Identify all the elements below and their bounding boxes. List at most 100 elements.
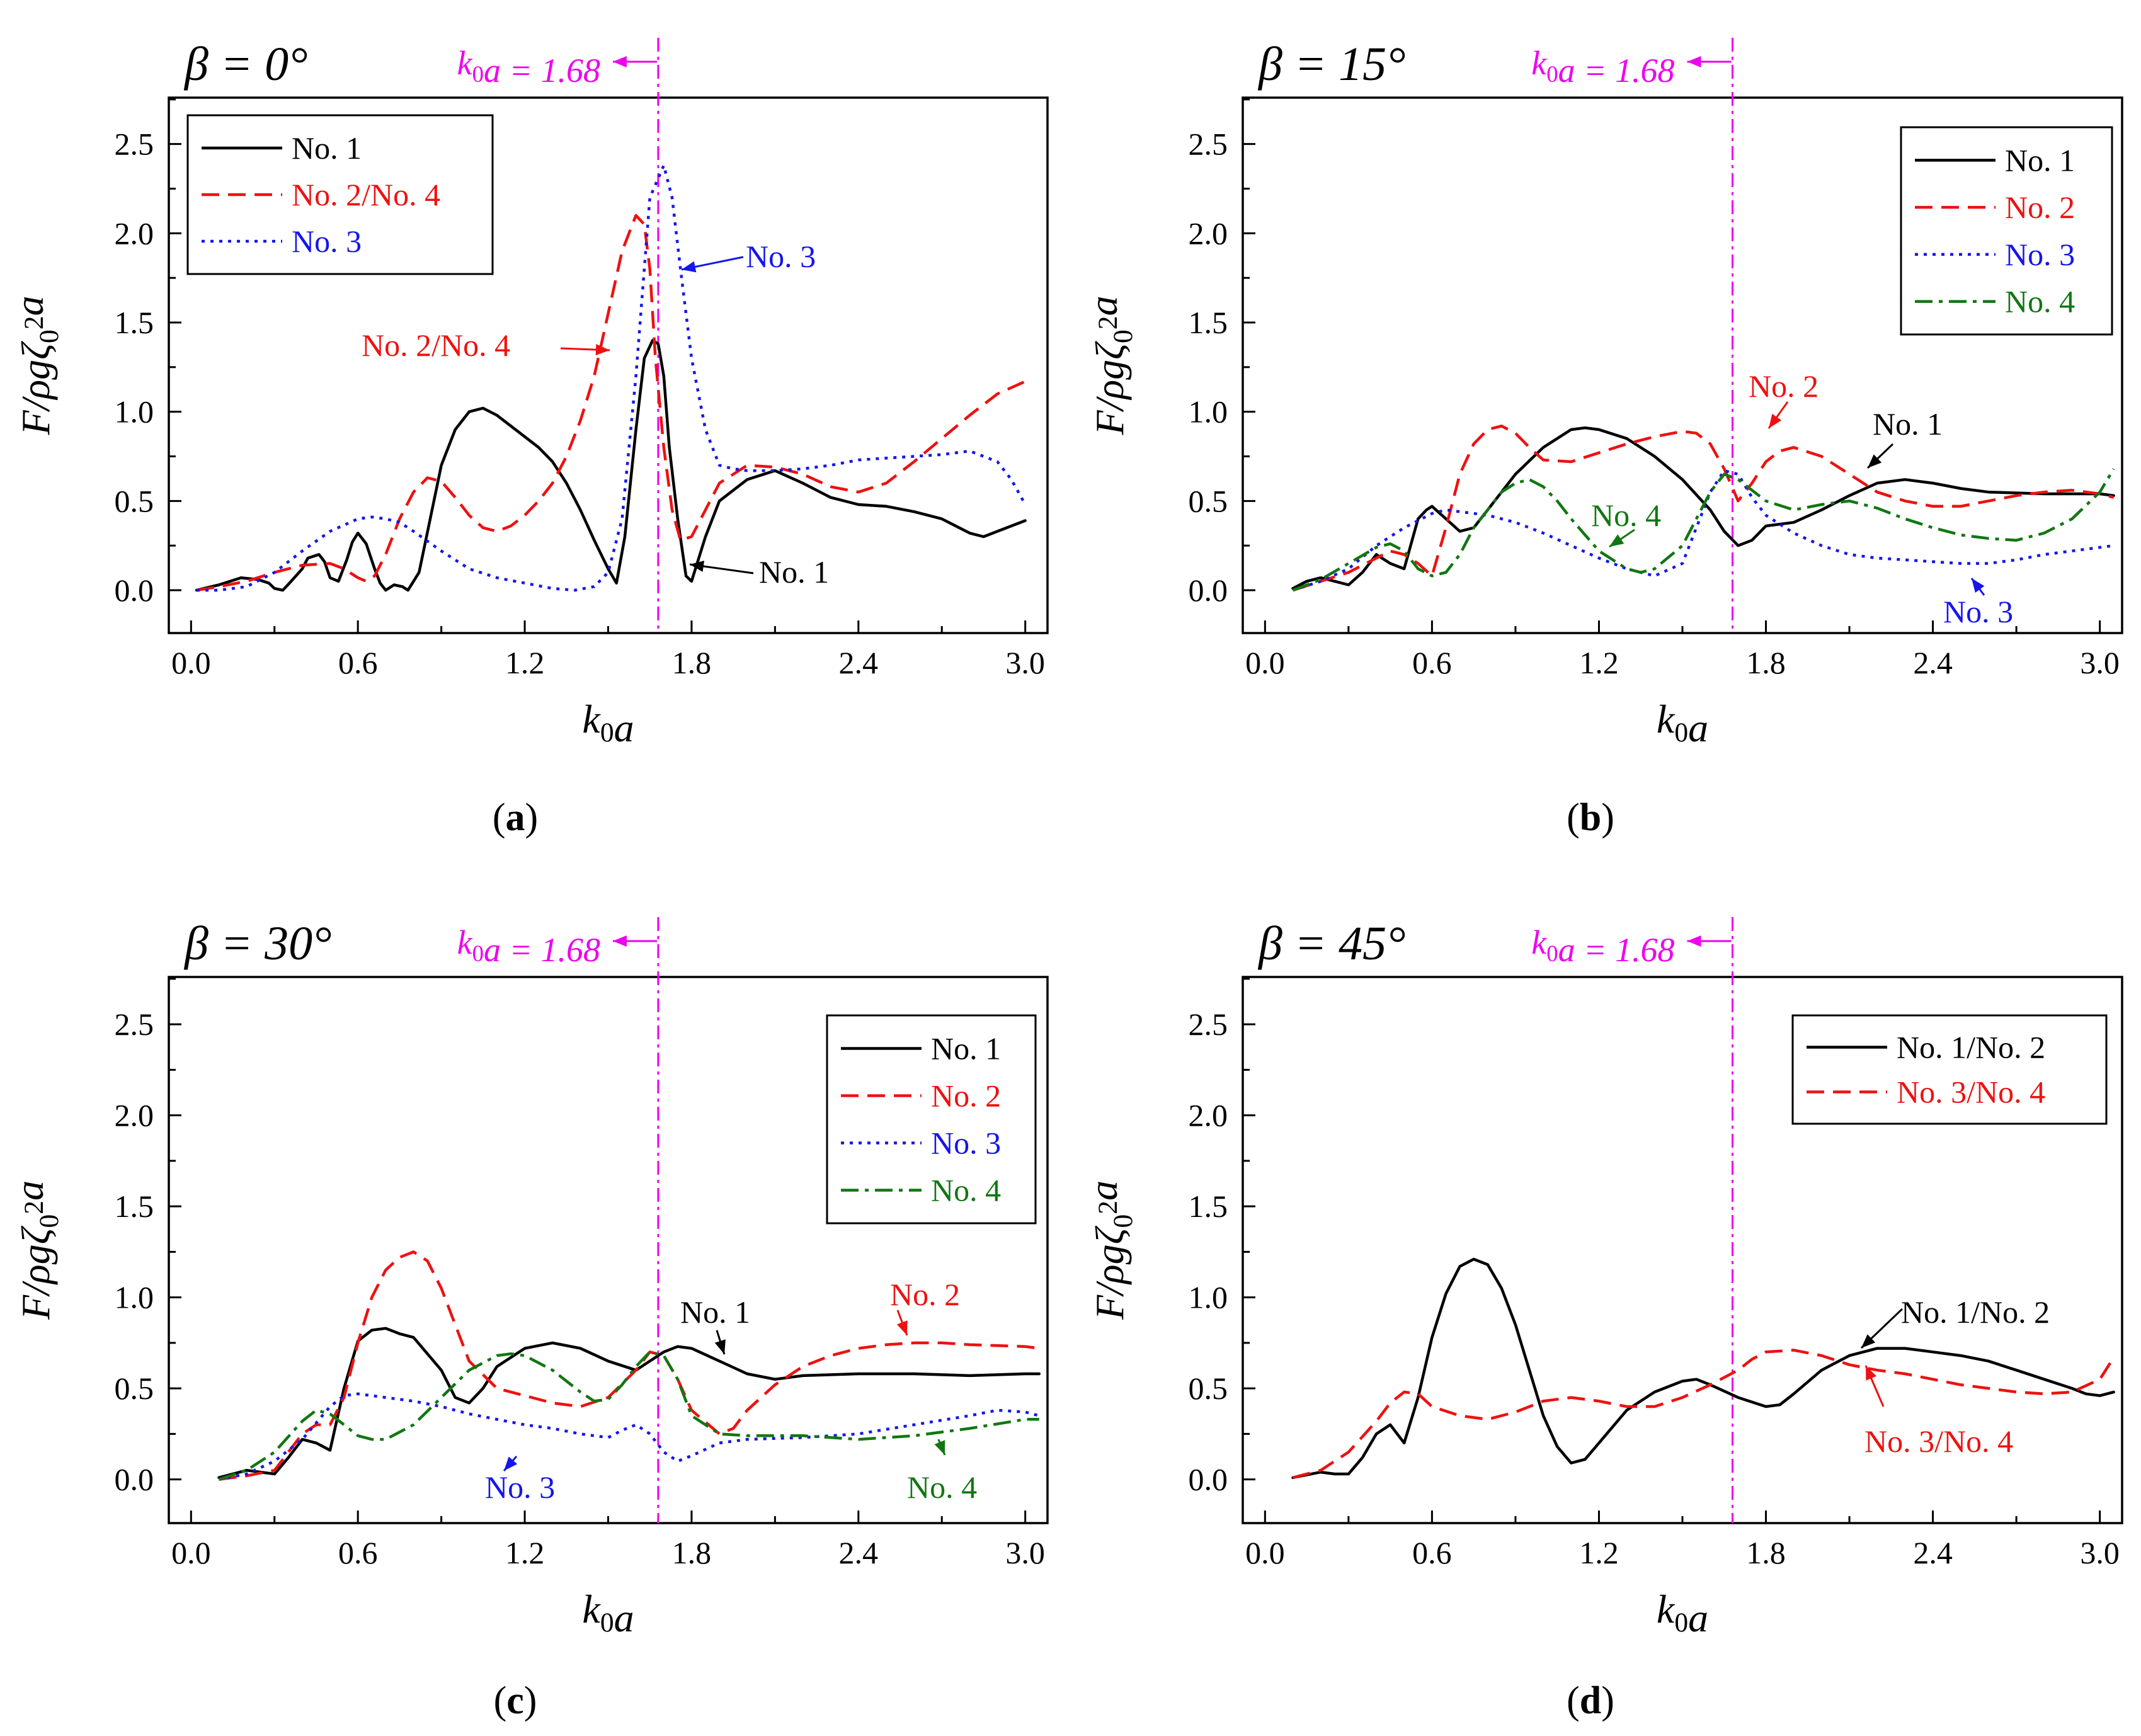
annotation-label: No. 3 — [485, 1470, 555, 1505]
annotation-arrow — [1860, 1308, 1904, 1349]
annotation-label: No. 3/No. 4 — [1864, 1424, 2013, 1459]
annotation-arrow — [1864, 1365, 1885, 1407]
x-tick-label: 1.8 — [1746, 645, 1786, 680]
y-axis-title: F/ρgζ02a — [1081, 295, 1138, 435]
legend: No. 1/No. 2 No. 3/No. 4 — [1791, 1014, 2108, 1125]
legend-label: No. 2/No. 4 — [292, 177, 440, 212]
x-tick-label: 0.0 — [171, 645, 211, 680]
x-tick-label: 2.4 — [839, 1535, 879, 1570]
series-line-1 — [195, 339, 1027, 592]
series-line-1 — [1291, 426, 2115, 590]
annotation-label: No. 3 — [746, 239, 816, 274]
annotation-label: No. 4 — [1591, 498, 1661, 533]
annotation-arrow — [560, 344, 610, 356]
panel-caption: (a) — [493, 796, 538, 839]
beta-label: β = 30° — [183, 917, 332, 970]
chart-panel-a: 0.0 0.6 1.2 1.8 2.4 3.0 0.0 0.5 1.0 1.5 2.0 2.5 k0a F… — [7, 38, 1049, 839]
y-tick-label: 1.5 — [1189, 1189, 1228, 1224]
chart-panel-d: 0.0 0.6 1.2 1.8 2.4 3.0 0.0 0.5 1.0 1.5 2.0 2.5 k0a F… — [1081, 917, 2123, 1722]
x-axis-title: k0a — [582, 697, 634, 750]
chart-panel-b: 0.0 0.6 1.2 1.8 2.4 3.0 0.0 0.5 1.0 1.5 2.0 2.5 k0a F… — [1081, 38, 2123, 839]
reference-label: k0a = 1.68 — [1531, 923, 1674, 969]
x-axis-title: k0a — [1657, 697, 1708, 750]
annotation-arrow — [896, 1310, 908, 1336]
y-tick-label: 0.0 — [115, 1462, 154, 1497]
annotation-arrow — [1767, 401, 1789, 429]
x-tick-label: 0.0 — [171, 1535, 211, 1570]
y-tick-label: 0.5 — [1189, 1371, 1228, 1406]
y-axis-title: F/ρgζ02a — [7, 1180, 64, 1320]
reference-arrow — [612, 56, 657, 67]
y-tick-label: 1.0 — [115, 1280, 154, 1315]
x-tick-label: 0.6 — [1412, 645, 1452, 680]
series-line-4 — [1292, 468, 2115, 592]
x-tick-label: 0.0 — [1245, 645, 1285, 680]
x-tick-label: 1.8 — [672, 1535, 712, 1570]
legend: No. 1 No. 2 No. 3 No. 4 — [1900, 126, 2113, 336]
panel-caption: (b) — [1567, 796, 1614, 839]
annotation-label: No. 3 — [1943, 594, 2013, 629]
annotation-arrow — [1609, 528, 1635, 548]
legend-label: No. 2 — [2005, 190, 2075, 225]
y-tick-label: 2.5 — [1189, 127, 1228, 162]
series-line-1 — [1291, 1257, 2115, 1480]
x-tick-label: 3.0 — [1005, 645, 1045, 680]
y-tick-label: 2.0 — [1189, 1098, 1228, 1133]
y-tick-label: 1.5 — [115, 1189, 154, 1224]
y-axis-title: F/ρgζ02a — [1081, 1180, 1138, 1320]
reference-label: k0a = 1.68 — [457, 923, 600, 969]
x-tick-label: 0.0 — [1245, 1535, 1285, 1570]
series-line-3 — [1292, 469, 2114, 592]
annotation-label: No. 2/No. 4 — [362, 328, 510, 363]
x-tick-label: 1.2 — [505, 645, 545, 680]
y-tick-label: 1.5 — [1189, 305, 1228, 340]
annotation-arrow — [1970, 578, 1985, 596]
reference-arrow — [612, 935, 657, 947]
x-tick-label: 3.0 — [2080, 1535, 2120, 1570]
legend-label: No. 1 — [292, 130, 362, 166]
legend-label: No. 1/No. 2 — [1897, 1030, 2045, 1065]
legend-label: No. 1 — [2005, 142, 2075, 178]
beta-label: β = 15° — [1257, 38, 1406, 91]
annotation-label: No. 1 — [1873, 406, 1943, 442]
annotation-label: No. 2 — [1749, 368, 1818, 404]
series-line-3 — [197, 164, 1027, 592]
legend-label: No. 4 — [931, 1173, 1001, 1208]
x-tick-label: 1.2 — [1579, 645, 1619, 680]
x-tick-label: 2.4 — [1913, 1535, 1953, 1570]
y-tick-label: 2.5 — [1189, 1007, 1228, 1042]
series-line-2 — [219, 1250, 1040, 1481]
x-tick-label: 0.6 — [338, 645, 378, 680]
annotation-arrow — [714, 1330, 726, 1355]
series-line-3 — [219, 1392, 1040, 1481]
y-tick-label: 1.0 — [1189, 394, 1228, 430]
series-line-1 — [217, 1327, 1041, 1480]
y-tick-label: 0.5 — [115, 1371, 154, 1406]
x-tick-label: 3.0 — [2080, 645, 2120, 680]
annotation-label: No. 1 — [759, 554, 829, 590]
y-tick-label: 2.0 — [115, 1098, 154, 1133]
beta-label: β = 0° — [183, 38, 308, 91]
y-tick-label: 0.0 — [115, 573, 154, 608]
x-tick-label: 1.2 — [1579, 1535, 1619, 1570]
x-tick-label: 1.8 — [672, 645, 712, 680]
annotation-label: No. 4 — [907, 1470, 977, 1505]
beta-label: β = 45° — [1257, 917, 1406, 970]
x-tick-label: 3.0 — [1005, 1535, 1045, 1570]
legend-label: No. 3/No. 4 — [1897, 1075, 2045, 1110]
reference-arrow — [1687, 935, 1732, 947]
series-line-2 — [1292, 1349, 2115, 1479]
legend: No. 1 No. 2/No. 4 No. 3 — [186, 114, 494, 275]
y-tick-label: 0.0 — [1189, 1462, 1228, 1497]
y-tick-label: 2.0 — [115, 215, 154, 251]
x-axis-title: k0a — [1657, 1587, 1708, 1640]
annotation-arrow — [503, 1456, 518, 1471]
y-tick-label: 1.0 — [1189, 1280, 1228, 1315]
annotation-arrow — [934, 1439, 946, 1456]
x-tick-label: 1.8 — [1746, 1535, 1786, 1570]
legend-label: No. 3 — [292, 224, 362, 259]
y-tick-label: 2.0 — [1189, 215, 1228, 251]
annotation-arrow — [681, 256, 744, 273]
annotation-label: No. 1 — [680, 1294, 750, 1330]
